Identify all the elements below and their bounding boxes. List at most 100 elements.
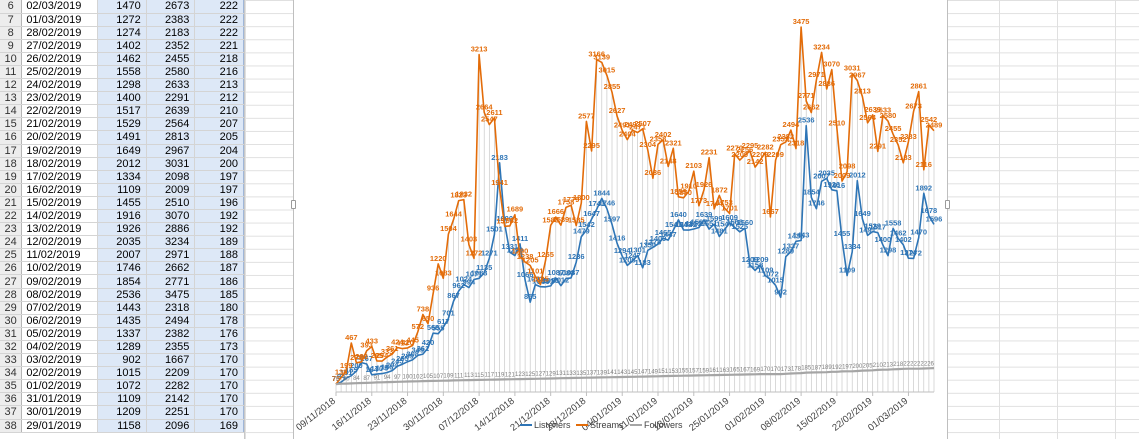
- listeners-cell[interactable]: 1158: [97, 419, 147, 433]
- table-row[interactable]: 25 11/02/2019 2007 2971 188: [0, 248, 244, 263]
- listeners-cell[interactable]: 1926: [97, 222, 147, 237]
- followers-cell[interactable]: 189: [194, 235, 244, 250]
- listeners-cell[interactable]: 1462: [97, 52, 147, 66]
- table-row[interactable]: 28 08/02/2019 2536 3475 185: [0, 288, 244, 302]
- row-number[interactable]: 7: [0, 13, 23, 27]
- date-cell[interactable]: 28/02/2019: [21, 26, 99, 40]
- listeners-cell[interactable]: 1015: [97, 366, 147, 381]
- table-row[interactable]: 33 03/02/2019 902 1667 170: [0, 353, 244, 368]
- date-cell[interactable]: 14/02/2019: [21, 209, 99, 224]
- followers-cell[interactable]: 192: [194, 222, 244, 237]
- listeners-cell[interactable]: 1435: [97, 314, 147, 328]
- followers-cell[interactable]: 196: [194, 196, 244, 211]
- table-row[interactable]: 7 01/03/2019 1272 2383 222: [0, 13, 244, 27]
- table-row[interactable]: 8 28/02/2019 1274 2183 222: [0, 26, 244, 40]
- date-cell[interactable]: 03/02/2019: [21, 353, 99, 368]
- listeners-cell[interactable]: 1854: [97, 274, 147, 289]
- date-cell[interactable]: 01/03/2019: [21, 13, 99, 27]
- streams-cell[interactable]: 2886: [146, 222, 196, 237]
- row-number[interactable]: 11: [0, 65, 23, 80]
- followers-cell[interactable]: 178: [194, 314, 244, 328]
- listeners-cell[interactable]: 1298: [97, 78, 147, 93]
- chart-resize-handle-left[interactable]: [291, 200, 296, 209]
- listeners-cell[interactable]: 1400: [97, 91, 147, 106]
- date-cell[interactable]: 19/02/2019: [21, 144, 99, 158]
- table-row[interactable]: 31 05/02/2019 1337 2382 176: [0, 327, 244, 341]
- row-number[interactable]: 21: [0, 196, 23, 211]
- streams-cell[interactable]: 2813: [146, 130, 196, 145]
- followers-cell[interactable]: 197: [194, 183, 244, 197]
- listeners-cell[interactable]: 1289: [97, 340, 147, 355]
- followers-cell[interactable]: 207: [194, 117, 244, 132]
- streams-cell[interactable]: 2355: [146, 340, 196, 355]
- followers-cell[interactable]: 218: [194, 52, 244, 66]
- followers-cell[interactable]: 205: [194, 130, 244, 145]
- date-cell[interactable]: 16/02/2019: [21, 183, 99, 197]
- date-cell[interactable]: 17/02/2019: [21, 170, 99, 184]
- streams-cell[interactable]: 3475: [146, 288, 196, 302]
- row-number[interactable]: 22: [0, 209, 23, 224]
- row-number[interactable]: 13: [0, 91, 23, 106]
- table-row[interactable]: 12 24/02/2019 1298 2633 213: [0, 78, 244, 93]
- followers-cell[interactable]: 222: [194, 0, 244, 14]
- date-cell[interactable]: 31/01/2019: [21, 392, 99, 407]
- followers-cell[interactable]: 170: [194, 353, 244, 368]
- row-number[interactable]: 27: [0, 274, 23, 289]
- streams-cell[interactable]: 2510: [146, 196, 196, 211]
- table-row[interactable]: 15 21/02/2019 1529 2564 207: [0, 117, 244, 132]
- date-cell[interactable]: 02/02/2019: [21, 366, 99, 381]
- row-number[interactable]: 12: [0, 78, 23, 93]
- table-row[interactable]: 17 19/02/2019 1649 2967 204: [0, 144, 244, 158]
- row-number[interactable]: 19: [0, 170, 23, 184]
- listeners-cell[interactable]: 1443: [97, 301, 147, 315]
- table-row[interactable]: 21 15/02/2019 1455 2510 196: [0, 196, 244, 211]
- table-row[interactable]: 37 30/01/2019 1209 2251 170: [0, 405, 244, 420]
- line-chart[interactable]: 75 94 131 155 200 280 267 164 170 175 186 204 245 265…: [291, 0, 950, 439]
- table-row[interactable]: 32 04/02/2019 1289 2355 173: [0, 340, 244, 355]
- table-row[interactable]: 36 31/01/2019 1109 2142 170: [0, 392, 244, 407]
- row-number[interactable]: 10: [0, 52, 23, 66]
- date-cell[interactable]: 29/01/2019: [21, 419, 99, 433]
- date-cell[interactable]: 22/02/2019: [21, 104, 99, 119]
- table-row[interactable]: 18 18/02/2019 2012 3031 200: [0, 157, 244, 171]
- followers-cell[interactable]: 180: [194, 301, 244, 315]
- date-cell[interactable]: 25/02/2019: [21, 65, 99, 80]
- table-row[interactable]: 27 09/02/2019 1854 2771 186: [0, 274, 244, 289]
- followers-cell[interactable]: 170: [194, 405, 244, 420]
- streams-cell[interactable]: 2580: [146, 65, 196, 80]
- date-cell[interactable]: 13/02/2019: [21, 222, 99, 237]
- row-number[interactable]: 28: [0, 288, 23, 302]
- listeners-cell[interactable]: 1337: [97, 327, 147, 341]
- table-row[interactable]: 26 10/02/2019 1746 2662 187: [0, 261, 244, 276]
- row-number[interactable]: 14: [0, 104, 23, 119]
- date-cell[interactable]: 06/02/2019: [21, 314, 99, 328]
- row-number[interactable]: 15: [0, 117, 23, 132]
- date-cell[interactable]: 12/02/2019: [21, 235, 99, 250]
- table-row[interactable]: 34 02/02/2019 1015 2209 170: [0, 366, 244, 381]
- table-row[interactable]: 16 20/02/2019 1491 2813 205: [0, 130, 244, 145]
- streams-cell[interactable]: 1667: [146, 353, 196, 368]
- streams-cell[interactable]: 2209: [146, 366, 196, 381]
- listeners-cell[interactable]: 1916: [97, 209, 147, 224]
- date-cell[interactable]: 21/02/2019: [21, 117, 99, 132]
- row-number[interactable]: 23: [0, 222, 23, 237]
- table-row[interactable]: 22 14/02/2019 1916 3070 192: [0, 209, 244, 224]
- row-number[interactable]: 36: [0, 392, 23, 407]
- row-number[interactable]: 20: [0, 183, 23, 197]
- streams-cell[interactable]: 2096: [146, 419, 196, 433]
- table-row[interactable]: 24 12/02/2019 2035 3234 189: [0, 235, 244, 250]
- chart-resize-handle-right[interactable]: [945, 200, 950, 209]
- followers-cell[interactable]: 176: [194, 327, 244, 341]
- row-number[interactable]: 25: [0, 248, 23, 263]
- listeners-cell[interactable]: 1558: [97, 65, 147, 80]
- streams-cell[interactable]: 2098: [146, 170, 196, 184]
- row-number[interactable]: 29: [0, 301, 23, 315]
- streams-cell[interactable]: 2455: [146, 52, 196, 66]
- row-number[interactable]: 37: [0, 405, 23, 420]
- listeners-cell[interactable]: 1274: [97, 26, 147, 40]
- streams-cell[interactable]: 2494: [146, 314, 196, 328]
- streams-cell[interactable]: 2383: [146, 13, 196, 27]
- row-number[interactable]: 30: [0, 314, 23, 328]
- streams-cell[interactable]: 3031: [146, 157, 196, 171]
- streams-cell[interactable]: 2352: [146, 39, 196, 53]
